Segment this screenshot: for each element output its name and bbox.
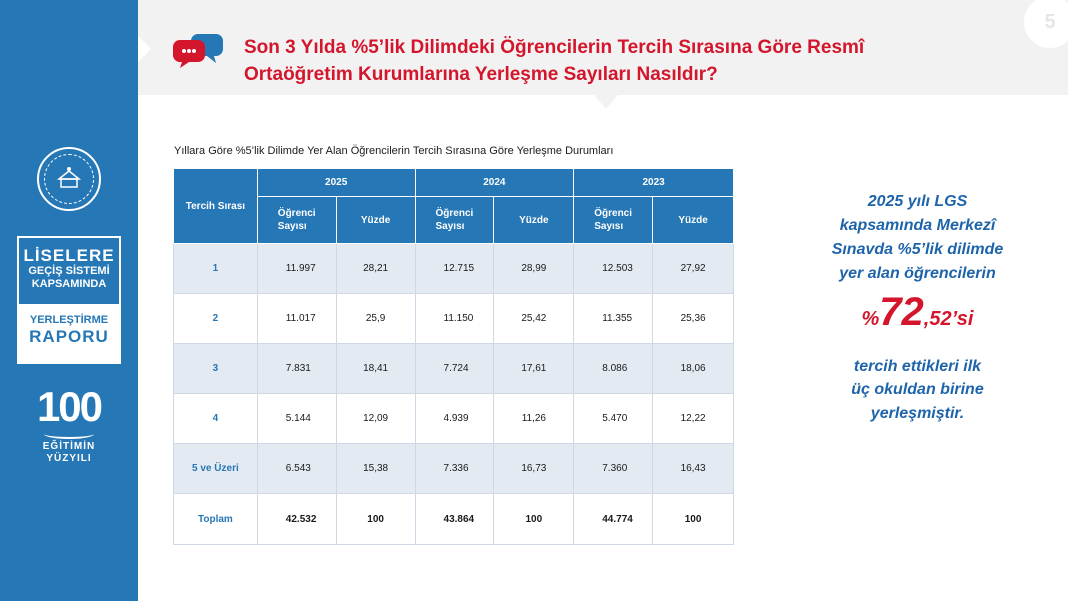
table-cell: 25,42 [493, 293, 575, 344]
table-cell: 15,38 [335, 443, 416, 494]
centennial-line-2: YÜZYILI [46, 453, 92, 464]
callout-line-4: yer alan öğrencilerin [839, 265, 996, 282]
count-header: Öğrenci Sayısı [414, 196, 495, 244]
table-cell: 25,36 [652, 293, 734, 344]
logo-line-5: RAPORU [29, 327, 109, 346]
table-cell: 11.997 [256, 243, 337, 294]
table-cell: 11,26 [493, 393, 575, 444]
logo-line-2: GEÇİŞ SİSTEMİ [28, 265, 110, 277]
table-cell: 43.864 [414, 493, 495, 545]
table-row: 1 11.997 28,21 12.715 28,99 12.503 27,92 [173, 243, 734, 294]
rank-cell: Toplam [173, 493, 258, 545]
table-cell: 44.774 [573, 493, 654, 545]
table-cell: 11.150 [414, 293, 495, 344]
centennial-number: 100 [36, 383, 103, 430]
open-book-icon [44, 429, 94, 439]
callout-line-5: tercih ettikleri ilk [853, 358, 982, 375]
centennial-logo: 100 EĞİTİMİN YÜZYILI [25, 385, 113, 465]
table-row: 5 ve Üzeri 6.543 15,38 7.336 16,73 7.360… [173, 443, 734, 494]
callout-line-6: üç okuldan birine [851, 381, 984, 398]
page-title: Son 3 Yılda %5’lik Dilimdeki Öğrencileri… [244, 34, 1004, 88]
table-cell: 7.724 [414, 343, 495, 394]
table-cell: 28,21 [335, 243, 416, 294]
table-cell: 16,73 [493, 443, 575, 494]
table-cell: 100 [335, 493, 416, 545]
table-total-row: Toplam 42.532 100 43.864 100 44.774 100 [173, 493, 734, 545]
table-row: 2 11.017 25,9 11.150 25,42 11.355 25,36 [173, 293, 734, 344]
logo-line-1: LİSELERE [23, 246, 115, 265]
sidebar: LİSELERE GEÇİŞ SİSTEMİ KAPSAMINDA YERLEŞ… [0, 0, 138, 601]
table-cell: 6.543 [256, 443, 337, 494]
table-cell: 100 [493, 493, 575, 545]
table-cell: 12.503 [573, 243, 654, 294]
logo-line-4: YERLEŞTİRME [29, 314, 109, 326]
rank-cell: 1 [173, 243, 258, 294]
table-row: 3 7.831 18,41 7.724 17,61 8.086 18,06 [173, 343, 734, 394]
title-line-2: Ortaöğretim Kurumlarına Yerleşme Sayılar… [244, 64, 718, 85]
table-cell: 5.144 [256, 393, 337, 444]
count-header: Öğrenci Sayısı [573, 196, 654, 244]
rank-cell: 2 [173, 293, 258, 344]
table-cell: 12.715 [414, 243, 495, 294]
table-cell: 12,09 [335, 393, 416, 444]
table-cell: 18,41 [335, 343, 416, 394]
table-cell: 17,61 [493, 343, 575, 394]
rank-cell: 4 [173, 393, 258, 444]
header-band [138, 0, 1068, 95]
table-cell: 42.532 [256, 493, 337, 545]
report-logo: LİSELERE GEÇİŞ SİSTEMİ KAPSAMINDA YERLEŞ… [17, 236, 121, 364]
table-row: 4 5.144 12,09 4.939 11,26 5.470 12,22 [173, 393, 734, 444]
table-cell: 27,92 [652, 243, 734, 294]
percent-symbol: % [861, 308, 880, 330]
table-caption: Yıllara Göre %5’lik Dilimde Yer Alan Öğr… [174, 145, 614, 157]
table-cell: 4.939 [414, 393, 495, 444]
callout-line-7: yerleşmiştir. [870, 405, 965, 422]
ministry-seal-icon [37, 147, 101, 211]
table-cell: 11.017 [256, 293, 337, 344]
highlight-callout: 2025 yılı LGS kapsamında Merkezî Sınavda… [800, 190, 1035, 426]
table-cell: 12,22 [652, 393, 734, 444]
header-notch [594, 95, 618, 109]
table-cell: 28,99 [493, 243, 575, 294]
percent-header: Yüzde [493, 196, 575, 244]
percent-header: Yüzde [652, 196, 734, 244]
table-cell: 25,9 [335, 293, 416, 344]
table-cell: 16,43 [652, 443, 734, 494]
table-cell: 7.336 [414, 443, 495, 494]
chat-bubbles-icon [172, 32, 224, 68]
centennial-line-1: EĞİTİMİN [42, 441, 96, 452]
table-cell: 7.831 [256, 343, 337, 394]
table-cell: 7.360 [573, 443, 654, 494]
callout-line-3: Sınavda %5’lik dilimde [831, 241, 1004, 258]
rank-header: Tercih Sırası [173, 168, 258, 244]
year-header-2023: 2023 [573, 168, 734, 197]
callout-line-2: kapsamında Merkezî [839, 217, 996, 234]
placement-table: Tercih Sırası 2025 2024 2023 Öğrenci Sayı… [173, 168, 734, 545]
table-cell: 5.470 [573, 393, 654, 444]
percent-header: Yüzde [335, 196, 416, 244]
callout-line-1: 2025 yılı LGS [867, 193, 968, 210]
rank-cell: 5 ve Üzeri [173, 443, 258, 494]
table-cell: 11.355 [573, 293, 654, 344]
highlight-percentage: %72,52’si [800, 290, 1035, 343]
count-header: Öğrenci Sayısı [256, 196, 337, 244]
page-number: 5 [1024, 0, 1068, 48]
logo-line-3: KAPSAMINDA [31, 278, 107, 290]
year-header-2025: 2025 [256, 168, 416, 197]
rank-cell: 3 [173, 343, 258, 394]
table-cell: 18,06 [652, 343, 734, 394]
percent-integer: 72 [879, 290, 924, 334]
table-cell: 100 [652, 493, 734, 545]
header-arrow [138, 36, 151, 62]
year-header-2024: 2024 [414, 168, 575, 197]
title-line-1: Son 3 Yılda %5’lik Dilimdeki Öğrencileri… [244, 37, 865, 58]
table-cell: 8.086 [573, 343, 654, 394]
percent-decimal: ,52’si [923, 308, 974, 330]
